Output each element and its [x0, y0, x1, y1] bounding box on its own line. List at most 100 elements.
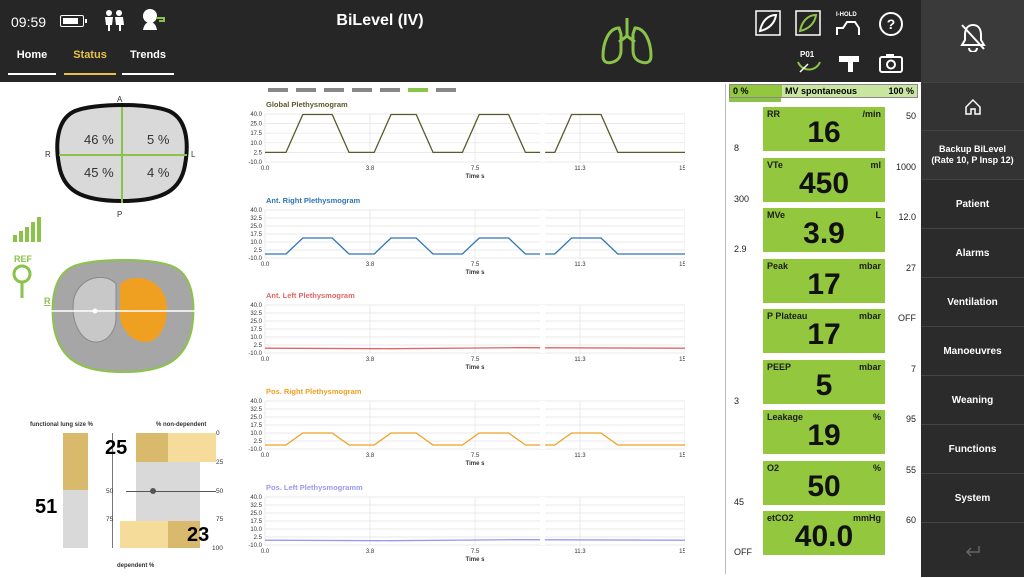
ventilation-mode-title: BiLevel (IV) — [336, 12, 424, 29]
param-mve[interactable]: MVe L 3.9 — [763, 208, 885, 255]
param-high-limit[interactable]: 1000 — [895, 161, 916, 172]
sidebar-backup-mode[interactable]: Backup BiLevel (Rate 10, P Insp 12) — [921, 130, 1024, 179]
reference-label: REF — [14, 254, 32, 264]
param-rr[interactable]: RR/min 16 — [763, 107, 885, 154]
confirm-button[interactable] — [921, 522, 1024, 578]
y-tick-label: 25.0 — [250, 511, 262, 517]
sidebar-item-manoeuvres[interactable]: Manoeuvres — [921, 326, 1024, 376]
mv-title: MV spontaneous — [785, 86, 858, 96]
y-tick-label: 10.0 — [250, 335, 262, 341]
x-tick-label: 7.5 — [471, 357, 480, 363]
sweep-gap — [540, 401, 546, 449]
x-tick-label: 15.0 — [679, 166, 685, 172]
page-indicator-segment[interactable] — [436, 88, 456, 92]
x-axis-label: Time s — [466, 270, 486, 276]
sidebar-item-weaning[interactable]: Weaning — [921, 375, 1024, 425]
page-indicator-segment[interactable] — [268, 88, 288, 92]
patient-intubated-icon[interactable] — [141, 8, 167, 32]
param-high-limit[interactable]: 50 — [905, 111, 916, 121]
y-tick-label: -10.0 — [248, 543, 262, 549]
sidebar-home-button[interactable] — [921, 82, 1024, 131]
page-indicator-segment[interactable] — [296, 88, 316, 92]
param-etco2[interactable]: etCO2 mmHg 40.0 — [763, 511, 885, 558]
loop-reference-icon[interactable] — [795, 10, 821, 36]
param-o2[interactable]: O2% 50 — [763, 460, 885, 508]
param-unit: % — [872, 412, 881, 422]
help-icon[interactable]: ? — [878, 11, 904, 37]
scale-tick: 100 — [212, 545, 223, 552]
param-low-limit[interactable]: 2.9 — [734, 244, 747, 254]
page-indicator-segment-active[interactable] — [408, 88, 428, 92]
y-tick-label: 17.5 — [250, 519, 262, 525]
sweep-gap — [540, 210, 546, 258]
mv-spontaneous-bar: 0 % MV spontaneous 100 % — [729, 84, 918, 98]
param-value: 17 — [807, 267, 841, 301]
param-value: 16 — [807, 116, 841, 149]
param-unit: mbar — [858, 260, 881, 271]
param-p-plateau[interactable]: P Plateau mbar 17 — [763, 309, 885, 356]
param-low-limit[interactable]: 3 — [734, 395, 740, 406]
param-high-limit[interactable]: 7 — [910, 363, 916, 374]
loop-icon[interactable] — [755, 10, 781, 36]
reference-pin-icon[interactable] — [12, 264, 36, 300]
scale-tick: 25 — [216, 459, 224, 466]
param-high-limit[interactable]: 60 — [905, 515, 916, 525]
inspiratory-hold-button[interactable]: I-HOLD — [836, 12, 862, 36]
param-leakage[interactable]: Leakage% 19 — [763, 410, 885, 457]
p01-button[interactable]: P01 — [796, 50, 822, 76]
param-name: VTe — [767, 159, 783, 170]
sidebar-item-alarms[interactable]: Alarms — [921, 228, 1024, 278]
nebulizer-icon[interactable] — [837, 52, 863, 74]
param-low-limit[interactable]: 8 — [734, 143, 740, 153]
y-tick-label: 25.0 — [250, 319, 262, 325]
page-indicator-segment[interactable] — [324, 88, 344, 92]
backup-mode-label: Backup BiLevel (Rate 10, P Insp 12) — [931, 144, 1014, 165]
param-low-limit[interactable]: OFF — [734, 547, 752, 557]
param-high-limit[interactable]: OFF — [898, 313, 916, 323]
x-tick-label: 11.3 — [574, 262, 586, 268]
scale-tick: 75 — [106, 516, 114, 523]
page-indicator-segment[interactable] — [380, 88, 400, 92]
y-tick-label: 10.0 — [250, 527, 262, 533]
sidebar-item-label: Manoeuvres — [943, 346, 1002, 357]
scale-tick: 0 — [216, 430, 220, 437]
param-unit: L — [875, 210, 882, 220]
x-axis-label: Time s — [466, 174, 486, 180]
sidebar-item-patient[interactable]: Patient — [921, 179, 1024, 229]
param-high-limit[interactable]: 95 — [905, 414, 916, 424]
y-tick-label: 40.0 — [250, 112, 262, 118]
sidebar-item-functions[interactable]: Functions — [921, 424, 1024, 474]
sidebar-item-ventilation[interactable]: Ventilation — [921, 277, 1024, 327]
plethysmogram-title: Global Plethysmogram — [266, 100, 348, 109]
param-high-limit[interactable]: 12.0 — [898, 212, 916, 222]
param-peak[interactable]: Peak mbar 17 — [763, 258, 885, 306]
y-tick-label: 32.5 — [250, 311, 262, 317]
sidebar-item-label: Alarms — [955, 248, 990, 259]
param-unit: ml — [870, 159, 881, 170]
mv-progress — [729, 98, 781, 102]
patient-adults-icon[interactable] — [102, 9, 126, 31]
plethysmogram-chart: 40.0 32.5 25.0 17.5 10.0 2.5 -10.00.0 3.8 7.5 11.… — [248, 399, 685, 467]
sidebar-item-label: Functions — [948, 444, 997, 455]
x-axis-label: Time s — [466, 365, 486, 371]
plethysmogram-waveform — [265, 113, 685, 154]
tab-status[interactable]: Status — [64, 49, 116, 75]
mv-spontaneous-fill — [730, 85, 783, 97]
param-high-limit[interactable]: 27 — [905, 262, 916, 273]
page-indicator-segment[interactable] — [352, 88, 372, 92]
camera-icon[interactable] — [878, 52, 904, 74]
param-vte[interactable]: VTe ml 450 — [763, 157, 885, 205]
param-value: 5 — [815, 368, 833, 402]
sidebar-item-system[interactable]: System — [921, 473, 1024, 523]
eit-image-right-label: R — [44, 296, 51, 306]
param-peep[interactable]: PEEP mbar 5 — [763, 359, 885, 407]
param-name: PEEP — [767, 361, 792, 372]
tab-trends[interactable]: Trends — [122, 49, 174, 75]
param-high-limit[interactable]: 55 — [905, 464, 916, 475]
tab-home[interactable]: Home — [8, 49, 56, 75]
param-low-limit[interactable]: 45 — [734, 496, 745, 507]
alarm-silence-button[interactable] — [921, 0, 1024, 82]
y-tick-label: 10.0 — [250, 240, 262, 246]
param-low-limit[interactable]: 300 — [734, 193, 750, 204]
tab-trends-label: Trends — [129, 49, 167, 61]
